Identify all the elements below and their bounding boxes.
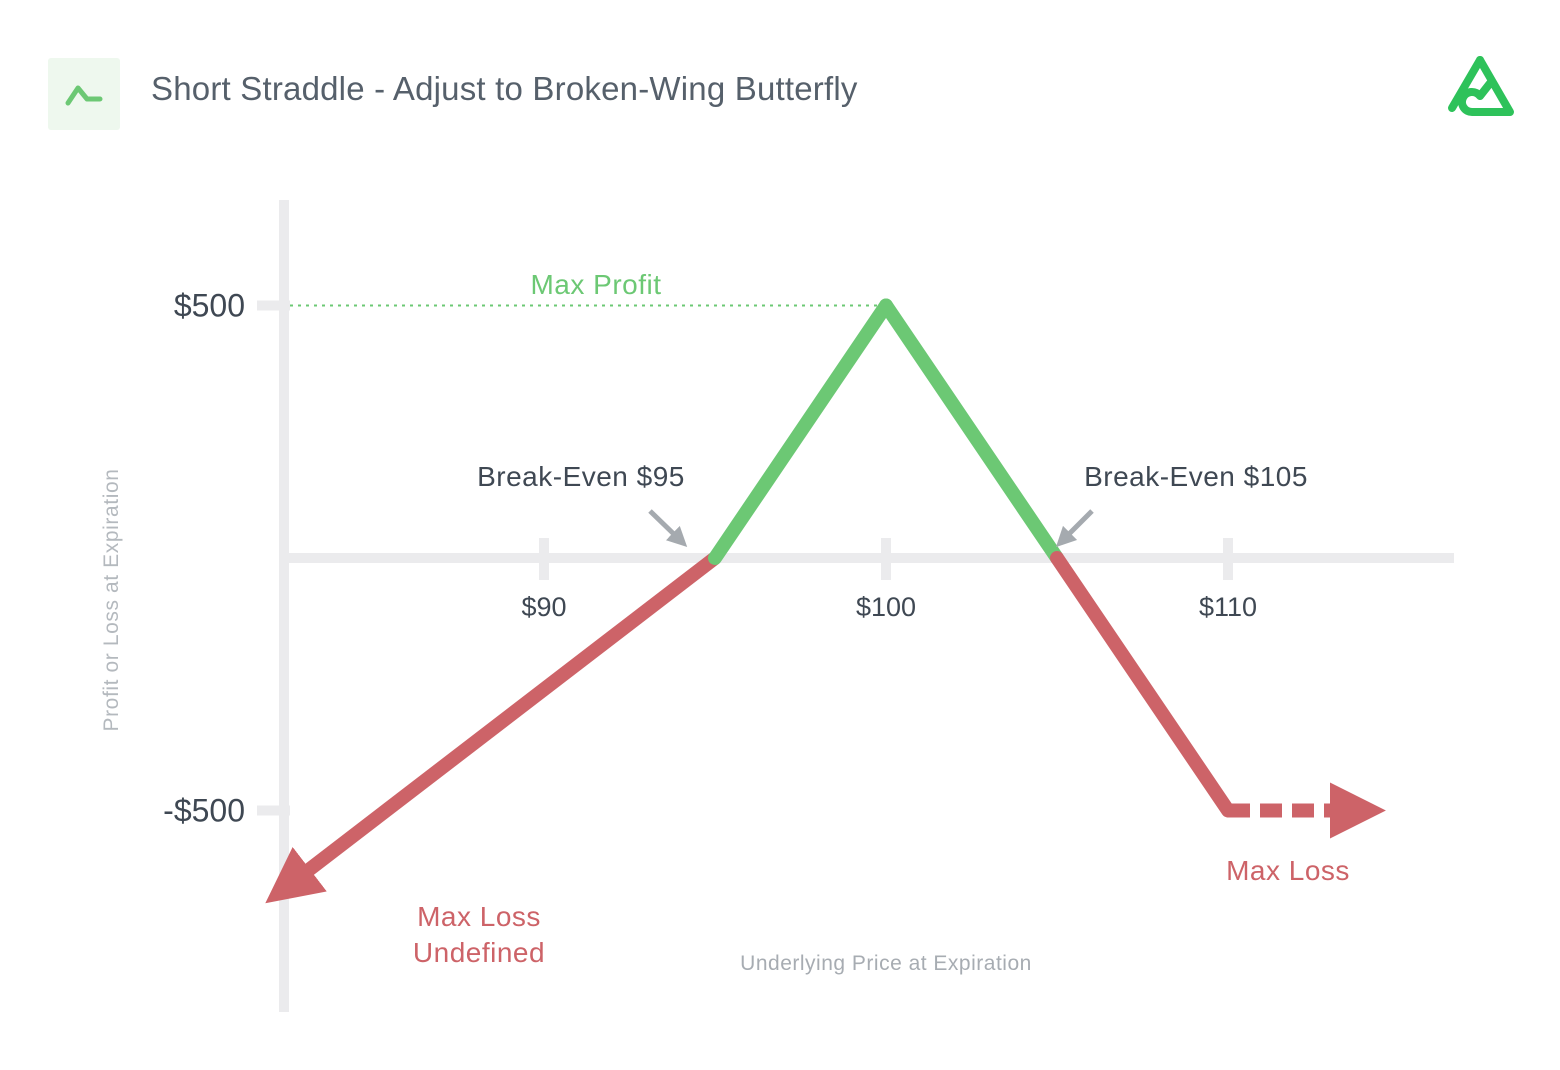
header-badge bbox=[48, 58, 120, 130]
page-title: Short Straddle - Adjust to Broken-Wing B… bbox=[151, 70, 858, 107]
payoff-profit-rising bbox=[708, 298, 893, 565]
break-even-low-arrow bbox=[648, 509, 688, 547]
break-even-low-label: Break-Even $95 bbox=[477, 461, 685, 492]
max-loss-label: Max Loss bbox=[1226, 855, 1350, 886]
y-axis-label: Profit or Loss at Expiration bbox=[100, 468, 123, 732]
break-even-high-label: Break-Even $105 bbox=[1084, 461, 1308, 492]
y-tick-label: -$500 bbox=[163, 793, 245, 829]
break-even-high-arrow bbox=[1055, 509, 1094, 548]
x-axis-label: Underlying Price at Expiration bbox=[740, 952, 1032, 975]
brand-logo-icon bbox=[1448, 56, 1514, 116]
chart-line-icon bbox=[65, 85, 103, 106]
x-tick-label: $90 bbox=[521, 592, 566, 622]
payoff-profit-falling bbox=[879, 298, 1064, 565]
y-tick-label: $500 bbox=[174, 288, 245, 324]
x-tick-label: $100 bbox=[856, 592, 916, 622]
payoff-loss-right bbox=[1050, 551, 1235, 818]
max-profit-label: Max Profit bbox=[530, 269, 661, 300]
max-loss-undefined-line2: Undefined bbox=[413, 937, 545, 968]
x-tick-label: $110 bbox=[1199, 592, 1257, 622]
payoff-loss-left bbox=[265, 552, 720, 904]
max-loss-undefined-line1: Max Loss bbox=[417, 901, 541, 932]
